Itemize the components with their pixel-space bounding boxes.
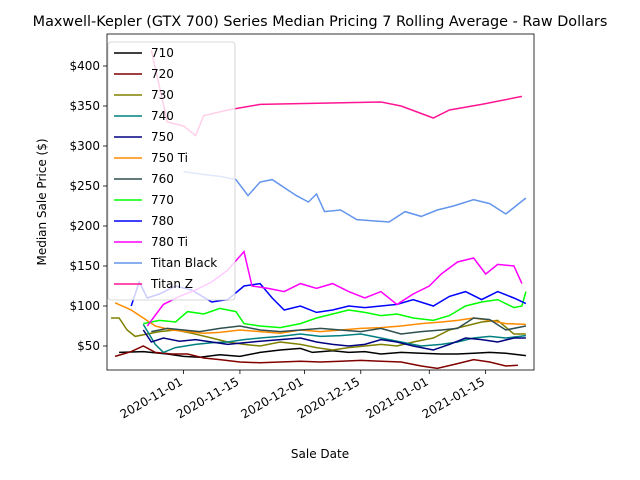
y-tick-label: $150 — [69, 259, 100, 273]
x-tick-label: 2021-01-15 — [420, 374, 487, 421]
series-line-750-ti — [114, 302, 526, 334]
series-line-760 — [151, 317, 527, 335]
series-line-740 — [142, 324, 526, 354]
legend-label: 780 — [151, 214, 174, 228]
legend-label: Titan Z — [150, 277, 193, 291]
y-tick-label: $100 — [69, 299, 100, 313]
x-tick-label: 2020-11-15 — [174, 374, 241, 421]
y-tick-label: $400 — [69, 59, 100, 73]
legend: 710 720 730 740 750 750 Ti 760 770 780 780 Ti Tita… — [107, 41, 236, 301]
x-axis-label: Sale Date — [291, 447, 349, 461]
y-tick-label: $300 — [69, 139, 100, 153]
y-axis-label: Median Sale Price ($) — [35, 138, 49, 265]
y-tick-label: $350 — [69, 99, 100, 113]
legend-label: Titan Black — [150, 256, 217, 270]
y-tick-label: $50 — [77, 339, 100, 353]
x-axis: 2020-11-012020-11-152020-12-012020-12-15… — [118, 370, 487, 421]
legend-label: 780 Ti — [151, 235, 188, 249]
y-tick-label: $200 — [69, 219, 100, 233]
series-line-750 — [142, 329, 526, 351]
y-tick-label: $250 — [69, 179, 100, 193]
legend-label: 750 Ti — [151, 151, 188, 165]
x-tick-label: 2020-11-01 — [118, 374, 185, 421]
series-line-710 — [119, 347, 526, 358]
y-axis: $50 $100 $150 $200 $250 $300 $350 $400 — [69, 59, 107, 353]
legend-label: 750 — [151, 130, 174, 144]
chart-title: Maxwell-Kepler (GTX 700) Series Median P… — [33, 14, 608, 30]
legend-label: 730 — [151, 88, 174, 102]
x-tick-label: 2020-12-15 — [295, 374, 362, 421]
plot-area-frame — [106, 33, 535, 371]
x-tick-label: 2020-12-01 — [238, 374, 305, 421]
series-line-720 — [114, 345, 518, 370]
x-tick-label: 2021-01-01 — [363, 374, 430, 421]
series-line-730 — [111, 317, 526, 351]
legend-label: 770 — [151, 193, 174, 207]
legend-label: 710 — [151, 46, 174, 60]
legend-label: 720 — [151, 67, 174, 81]
legend-label: 740 — [151, 109, 174, 123]
legend-label: 760 — [151, 172, 174, 186]
series-line-770 — [143, 291, 527, 329]
legend-box — [107, 41, 236, 301]
series-line-titan-black — [183, 170, 527, 223]
